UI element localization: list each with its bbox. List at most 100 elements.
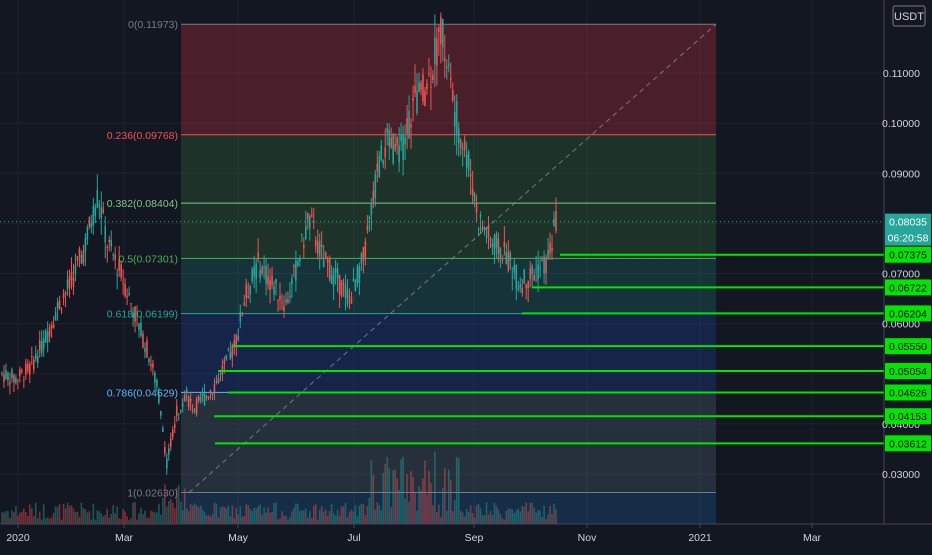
candle-body	[50, 325, 53, 328]
candle-body	[72, 277, 75, 287]
candle-body	[499, 248, 502, 258]
volume-bar	[189, 503, 192, 524]
candle-body	[281, 302, 283, 304]
candle-body	[511, 277, 514, 279]
candle-body	[402, 133, 404, 160]
volume-bar	[15, 506, 17, 524]
candle-body	[108, 239, 111, 243]
volume-bar	[34, 502, 37, 524]
candle-body	[314, 239, 317, 247]
bar-countdown-label: 06:20:58	[888, 233, 929, 245]
volume-bar	[48, 518, 51, 524]
candle-body	[21, 369, 23, 372]
candle-body	[348, 296, 351, 298]
candle-body	[13, 375, 15, 382]
candle-body	[70, 271, 73, 281]
volume-bar	[164, 484, 166, 524]
volume-bar	[148, 518, 150, 524]
volume-bar	[249, 508, 252, 524]
candle-body	[442, 18, 444, 48]
candle-body	[438, 27, 440, 32]
volume-bar	[17, 515, 19, 524]
volume-bar	[169, 499, 172, 524]
volume-bar	[513, 513, 516, 524]
volume-bar	[183, 488, 186, 524]
volume-bar	[402, 456, 404, 524]
currency-badge[interactable]: USDT	[892, 5, 926, 27]
candle-body	[551, 247, 553, 251]
volume-bar	[465, 508, 468, 524]
candle-body	[328, 258, 331, 280]
volume-bar	[495, 505, 498, 524]
candle-body	[92, 205, 95, 226]
candle-body	[279, 295, 281, 300]
candle-body	[352, 278, 355, 281]
volume-bar	[479, 508, 482, 524]
volume-bar	[386, 456, 389, 524]
fib-level-label: 0.236(0.09768)	[107, 130, 178, 142]
volume-bar	[432, 505, 434, 524]
volume-bar	[86, 512, 89, 524]
level-price-tag-label: 0.03612	[889, 438, 927, 450]
candle-body	[497, 238, 500, 255]
candle-body	[469, 174, 472, 177]
volume-bar	[418, 486, 420, 524]
volume-bar	[209, 516, 212, 524]
candle-body	[291, 278, 293, 285]
candle-body	[513, 265, 516, 273]
fib-trend-line	[188, 23, 717, 493]
volume-bar	[175, 487, 178, 524]
volume-bar	[354, 505, 357, 524]
candle-body	[177, 413, 180, 415]
volume-bar	[519, 511, 522, 524]
candle-body	[509, 253, 512, 261]
volume-bar	[36, 518, 39, 524]
candle-body	[336, 268, 339, 279]
level-price-tag	[885, 246, 931, 263]
volume-bar	[306, 517, 309, 524]
candle-body	[459, 139, 462, 148]
level-price-tag-label: 0.05550	[889, 341, 927, 353]
volume-bar	[543, 505, 545, 524]
volume-bar	[533, 507, 535, 524]
volume-bar	[215, 503, 218, 524]
candle-body	[3, 374, 5, 382]
volume-bar	[360, 503, 363, 524]
level-price-tag	[885, 363, 931, 380]
volume-bar	[334, 515, 337, 524]
volume-bar	[305, 508, 307, 524]
candle-body	[503, 241, 506, 248]
volume-bar	[62, 503, 65, 524]
level-price-tag	[885, 338, 931, 355]
volume-bar	[477, 503, 480, 524]
volume-bar	[467, 512, 470, 524]
volume-bar	[225, 508, 228, 524]
volume-bar	[501, 517, 504, 524]
candle-body	[436, 38, 438, 66]
volume-bar	[181, 510, 184, 524]
time-tick-label: Nov	[578, 532, 597, 544]
candle-body	[86, 227, 89, 240]
volume-bar	[416, 510, 418, 524]
candle-body	[485, 236, 488, 238]
volume-bar	[372, 475, 375, 524]
candle-body	[126, 295, 128, 298]
volume-bar	[380, 510, 383, 524]
candle-body	[519, 284, 522, 289]
candle-body	[54, 312, 57, 321]
volume-bar	[551, 513, 553, 524]
candle-body	[541, 260, 543, 262]
volume-bar	[66, 502, 69, 524]
candle-body	[261, 267, 263, 275]
candle-body	[342, 283, 345, 285]
volume-bar	[11, 510, 13, 524]
candle-body	[344, 284, 347, 298]
candle-body	[467, 151, 470, 171]
volume-bar	[336, 509, 339, 524]
volume-bar	[104, 515, 107, 524]
candle-body	[106, 246, 109, 248]
volume-bar	[90, 519, 93, 524]
volume-bar	[394, 469, 396, 524]
volume-bar	[453, 500, 456, 524]
volume-bar	[28, 504, 31, 524]
